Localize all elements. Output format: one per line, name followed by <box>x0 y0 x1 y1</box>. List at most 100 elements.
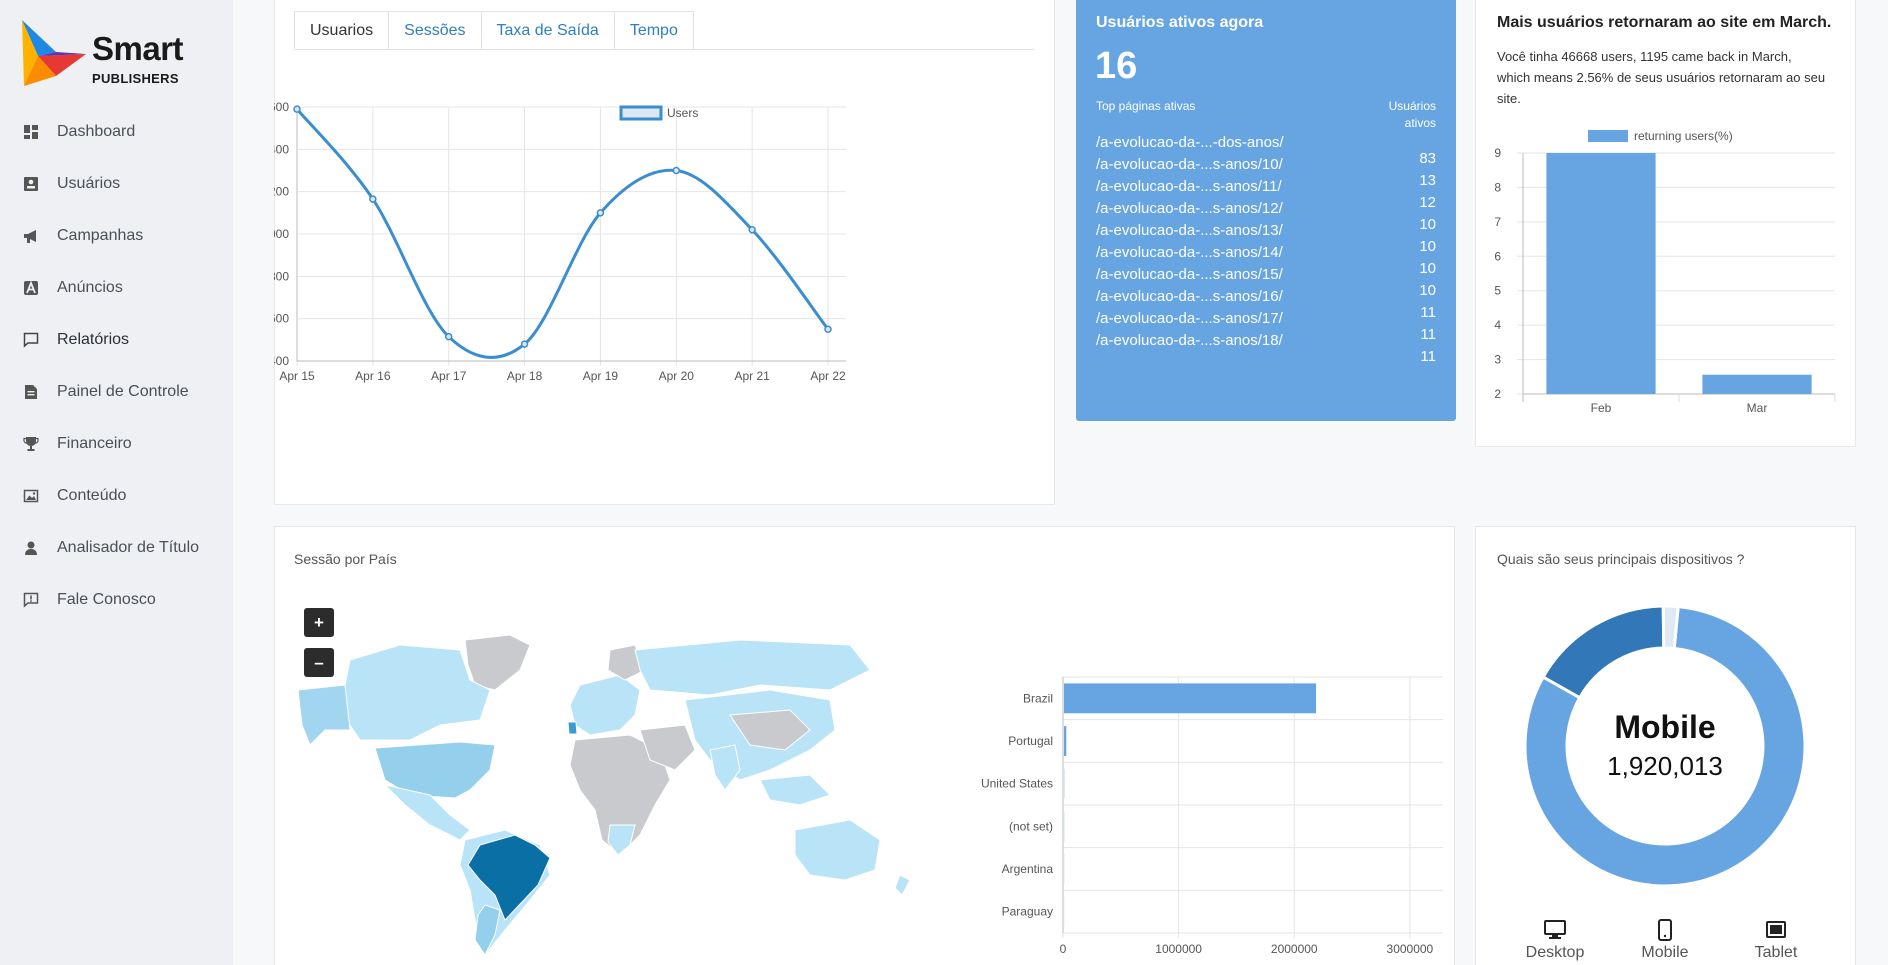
data-point <box>596 209 605 217</box>
y-tick-label: 3 <box>1494 353 1501 367</box>
list-item-count: 12 <box>1419 194 1436 211</box>
country-bar-chart: Brazil Portugal United States (not set) Arge… <box>981 676 1443 956</box>
device-tab-tablet[interactable]: Tablet <box>1736 918 1816 962</box>
list-item[interactable]: /a-evolucao-da-...s-anos/12/ <box>1096 200 1283 217</box>
map-region-portugal <box>567 721 578 735</box>
legend-swatch <box>619 105 663 121</box>
legend-label: Users <box>667 106 698 120</box>
feedback-icon <box>22 591 40 609</box>
donut-slice <box>1661 604 1680 651</box>
tab-divider <box>294 49 1034 50</box>
list-item-count: 10 <box>1419 216 1436 233</box>
sidebar-item-analisador-de-titulo[interactable]: Analisador de Título <box>0 522 233 574</box>
y-tick-label: 1200 <box>274 185 289 199</box>
x-tick-label: Apr 19 <box>583 369 619 383</box>
brand-name: Smart <box>92 30 184 67</box>
returning-description: Você tinha 46668 users, 1195 came back i… <box>1497 49 1826 106</box>
tablet-icon <box>1766 921 1786 938</box>
list-item[interactable]: /a-evolucao-da-...s-anos/10/ <box>1096 156 1283 173</box>
session-country-title: Sessão por País <box>294 551 397 567</box>
user-search-icon <box>22 539 40 557</box>
map-region-argentina <box>474 904 501 956</box>
active-users-header-line2: ativos <box>1404 116 1436 130</box>
y-category-label: Argentina <box>1002 862 1054 876</box>
sidebar-item-label: Campanhas <box>57 227 144 244</box>
device-tab-desktop[interactable]: Desktop <box>1515 918 1595 962</box>
sidebar-item-label: Fale Conosco <box>57 591 156 608</box>
sidebar-item-label: Anúncios <box>57 279 123 296</box>
tab-sessoes[interactable]: Sessões <box>388 11 482 50</box>
active-pages-list: /a-evolucao-da-...-dos-anos/ /a-evolucao… <box>1096 132 1284 352</box>
map-region-china <box>729 709 811 751</box>
list-item-count: 13 <box>1419 172 1436 189</box>
sidebar-item-fale-conosco[interactable]: Fale Conosco <box>0 574 233 626</box>
sidebar-item-relatorios[interactable]: Relatórios <box>0 314 233 366</box>
tab-usuarios[interactable]: Usuarios <box>294 11 390 50</box>
y-category-label: (not set) <box>1009 819 1053 833</box>
x-tick-label: 3000000 <box>1387 942 1434 956</box>
bar-series <box>1546 153 1812 394</box>
sidebar-item-dashboard[interactable]: Dashboard <box>0 106 233 158</box>
x-tick-label: 2000000 <box>1271 942 1318 956</box>
users-chart-card <box>274 0 1055 505</box>
sidebar-item-anuncios[interactable]: Anúncios <box>0 262 233 314</box>
list-item[interactable]: /a-evolucao-da-...s-anos/14/ <box>1096 244 1283 261</box>
map-zoom-in-button[interactable]: + <box>304 608 334 637</box>
device-tab-mobile[interactable]: Mobile <box>1625 918 1705 962</box>
map-region-russia <box>634 639 871 696</box>
sidebar: Smart PUBLISHERS Dashboard Usuários Camp… <box>0 0 233 965</box>
y-axis-ticks: 9 8 7 6 5 4 3 2 <box>1494 146 1501 401</box>
list-item[interactable]: /a-evolucao-da-...s-anos/11/ <box>1096 178 1282 195</box>
list-item-count: 11 <box>1420 304 1436 321</box>
world-map[interactable] <box>290 630 960 965</box>
list-item[interactable]: /a-evolucao-da-...s-anos/15/ <box>1096 266 1283 283</box>
data-point <box>748 226 756 234</box>
donut-slice <box>1523 604 1807 888</box>
device-label: Desktop <box>1525 944 1585 961</box>
legend-label: returning users(%) <box>1634 129 1733 143</box>
y-tick-label: 2 <box>1494 387 1501 401</box>
device-label: Tablet <box>1754 944 1798 961</box>
users-series-points <box>293 105 832 348</box>
x-tick-label: Apr 17 <box>431 369 467 383</box>
tab-taxa-de-saida[interactable]: Taxa de Saída <box>480 11 615 50</box>
map-region-australia <box>794 819 881 881</box>
sidebar-item-label: Relatórios <box>57 331 130 348</box>
list-item[interactable]: /a-evolucao-da-...s-anos/13/ <box>1096 222 1283 239</box>
y-category-label: Portugal <box>1008 734 1053 748</box>
list-item[interactable]: /a-evolucao-da-...s-anos/16/ <box>1096 288 1283 305</box>
y-tick-label: 9 <box>1494 146 1501 160</box>
data-point <box>824 325 832 333</box>
active-users-header-line1: Usuários <box>1388 99 1436 113</box>
sidebar-item-usuarios[interactable]: Usuários <box>0 158 233 210</box>
sidebar-item-label: Painel de Controle <box>57 383 189 400</box>
map-zoom-out-button[interactable]: – <box>304 648 334 677</box>
list-item[interactable]: /a-evolucao-da-...s-anos/17/ <box>1096 310 1283 327</box>
sidebar-item-campanhas[interactable]: Campanhas <box>0 210 233 262</box>
list-item[interactable]: /a-evolucao-da-...-dos-anos/ <box>1096 134 1284 151</box>
sidebar-item-label: Financeiro <box>57 435 132 452</box>
sidebar-item-financeiro[interactable]: Financeiro <box>0 418 233 470</box>
bar <box>1546 153 1656 394</box>
active-users-count: 16 <box>1095 45 1138 87</box>
list-item[interactable]: /a-evolucao-da-...s-anos/18/ <box>1096 332 1283 349</box>
x-tick-label: Mar <box>1747 401 1768 415</box>
sidebar-item-conteudo[interactable]: Conteúdo <box>0 470 233 522</box>
users-series-line <box>295 108 830 359</box>
bar-series <box>1064 683 1317 927</box>
devices-donut-chart: Mobile 1,920,013 <box>1523 604 1807 888</box>
top-pages-header: Top páginas ativas <box>1096 99 1196 113</box>
chart-grid <box>1062 676 1443 938</box>
sidebar-item-painel-de-controle[interactable]: Painel de Controle <box>0 366 233 418</box>
metric-tabs: Usuarios Sessões Taxa de Saída Tempo <box>294 11 694 50</box>
bar <box>1064 683 1317 714</box>
map-region-south-africa <box>607 824 636 856</box>
map-region-southeast-asia <box>759 774 831 806</box>
map-region-mexico <box>383 784 471 841</box>
y-tick-label: 7 <box>1494 215 1501 229</box>
data-point <box>672 166 681 175</box>
y-category-label: United States <box>981 777 1053 791</box>
logo[interactable]: Smart PUBLISHERS <box>16 16 216 96</box>
x-axis-ticks: 0 1000000 2000000 3000000 <box>1060 942 1434 956</box>
tab-tempo[interactable]: Tempo <box>613 11 694 50</box>
